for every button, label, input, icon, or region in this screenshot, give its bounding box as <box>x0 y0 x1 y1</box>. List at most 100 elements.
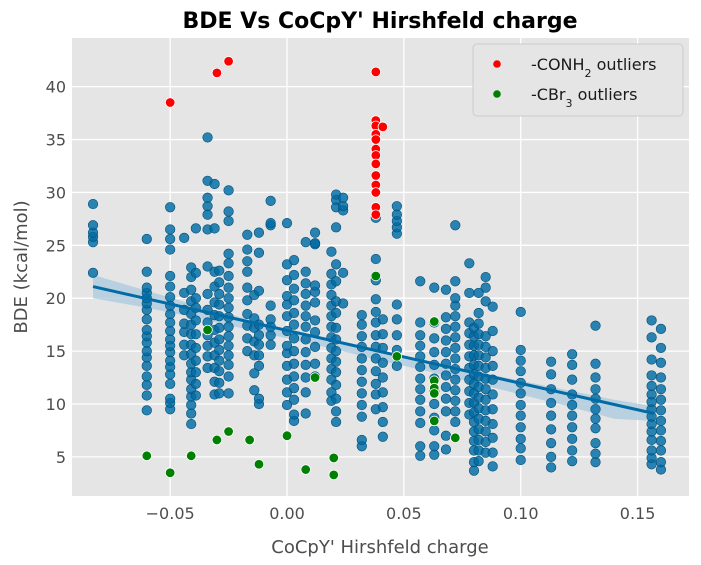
data-point <box>655 425 667 436</box>
data-point <box>450 293 461 304</box>
data-point <box>370 366 381 377</box>
data-point <box>567 374 578 385</box>
data-point <box>391 201 402 212</box>
data-point <box>440 323 452 334</box>
data-point <box>223 248 234 259</box>
data-point <box>223 258 234 269</box>
x-tick-label: 0.10 <box>503 504 539 523</box>
data-point <box>377 387 388 398</box>
data-point <box>300 387 311 398</box>
data-point <box>330 259 342 270</box>
data-point <box>515 366 526 377</box>
data-point <box>300 372 311 383</box>
data-point <box>214 366 225 377</box>
data-point <box>377 372 388 383</box>
data-point <box>655 415 667 427</box>
conh2-outlier-point <box>370 134 382 145</box>
data-point <box>253 227 265 238</box>
data-point <box>450 385 461 396</box>
data-point <box>141 379 152 391</box>
data-point <box>300 288 311 300</box>
data-point <box>223 206 234 217</box>
legend-marker <box>493 90 501 98</box>
data-point <box>300 321 311 332</box>
data-point <box>590 384 601 395</box>
data-point <box>190 342 201 354</box>
data-point <box>300 237 311 248</box>
data-point <box>546 356 557 367</box>
data-point <box>464 287 475 299</box>
data-point <box>309 280 321 291</box>
data-point <box>190 378 201 389</box>
data-point <box>590 372 601 383</box>
data-point <box>141 282 152 293</box>
data-point <box>190 390 201 401</box>
x-tick-label: 0.05 <box>386 504 422 523</box>
data-point <box>480 426 491 437</box>
data-point <box>450 416 461 428</box>
data-point <box>655 372 667 383</box>
data-point <box>377 402 388 413</box>
data-point <box>450 395 461 406</box>
data-point <box>440 381 452 393</box>
data-point <box>300 359 311 370</box>
data-point <box>309 341 321 352</box>
data-point <box>480 384 491 395</box>
data-point <box>440 335 452 346</box>
data-point <box>546 438 557 449</box>
data-point <box>391 314 402 325</box>
data-point <box>330 416 342 428</box>
data-point <box>473 287 484 299</box>
data-point <box>190 367 201 378</box>
data-point <box>646 332 657 343</box>
data-point <box>165 355 176 366</box>
cbr3-outlier-point <box>391 351 403 362</box>
data-point <box>567 399 578 411</box>
data-point <box>141 314 152 325</box>
x-tick-labels: −0.05 0.00 0.05 0.10 0.15 <box>146 504 656 523</box>
data-point <box>265 339 276 350</box>
data-point <box>223 388 234 399</box>
data-point <box>429 449 440 460</box>
data-point <box>242 244 253 255</box>
data-point <box>214 344 225 356</box>
data-point <box>429 425 440 436</box>
data-point <box>646 380 657 392</box>
data-point <box>190 267 201 278</box>
cbr3-outlier-point <box>244 434 255 446</box>
cbr3-outlier-point <box>211 434 223 446</box>
data-point <box>330 367 342 378</box>
data-point <box>487 404 498 415</box>
data-point <box>186 399 197 411</box>
data-point <box>288 319 300 330</box>
data-point <box>326 268 337 279</box>
data-point <box>300 300 311 311</box>
data-point <box>546 462 557 473</box>
data-point <box>515 443 526 454</box>
data-point <box>546 397 557 409</box>
data-point <box>202 201 213 212</box>
data-point <box>253 360 265 371</box>
data-point <box>253 330 265 341</box>
y-tick-label: 30 <box>46 183 66 202</box>
data-point <box>87 198 99 210</box>
data-point <box>415 317 426 328</box>
data-point <box>487 418 498 430</box>
data-point <box>249 368 260 379</box>
data-point <box>309 297 321 308</box>
data-point <box>487 389 498 400</box>
data-point <box>415 276 426 287</box>
data-point <box>646 445 657 456</box>
data-point <box>288 383 300 394</box>
legend-marker <box>493 60 501 68</box>
data-point <box>330 276 342 287</box>
data-point <box>450 276 461 287</box>
data-point <box>440 444 452 455</box>
data-point <box>655 357 667 368</box>
data-point <box>515 344 526 356</box>
data-point <box>655 394 667 405</box>
data-point <box>165 233 176 245</box>
data-point <box>450 342 461 354</box>
data-point <box>330 393 342 404</box>
data-point <box>450 332 461 343</box>
